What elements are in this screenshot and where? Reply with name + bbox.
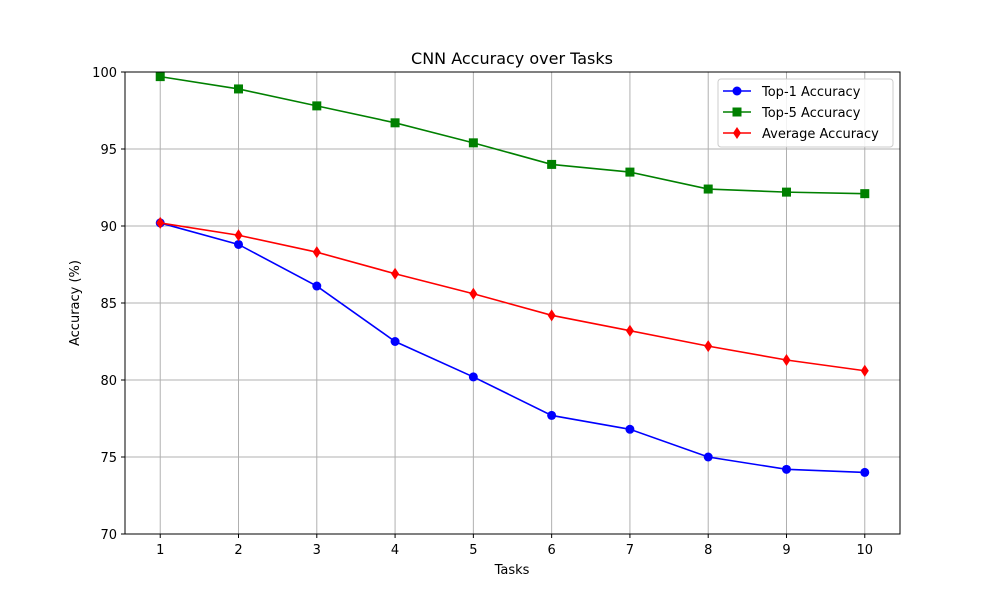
series-layer <box>155 72 870 477</box>
legend-entry: Average Accuracy <box>723 127 879 142</box>
x-tick-label: 10 <box>856 543 873 558</box>
data-point <box>468 372 478 382</box>
data-point <box>860 467 870 477</box>
legend-box <box>717 78 894 148</box>
data-point <box>625 424 635 434</box>
data-point <box>703 184 713 194</box>
x-tick-label: 1 <box>156 543 164 558</box>
data-point <box>860 189 870 199</box>
y-tick-label: 95 <box>100 143 117 158</box>
data-point <box>704 340 713 353</box>
y-tick-label: 75 <box>100 451 117 466</box>
data-point <box>468 138 478 148</box>
y-tick-label: 80 <box>100 374 117 389</box>
legend-swatch-marker <box>733 127 741 139</box>
data-point <box>469 287 478 300</box>
y-tick-label: 70 <box>100 528 117 543</box>
data-point <box>781 187 791 197</box>
legend-entry: Top-5 Accuracy <box>723 106 861 121</box>
legend-label: Top-1 Accuracy <box>761 85 861 100</box>
data-point <box>782 353 791 366</box>
legend-entry: Top-1 Accuracy <box>723 85 861 100</box>
data-point <box>703 452 713 462</box>
data-point <box>155 72 165 82</box>
data-point <box>156 216 165 229</box>
legend-label: Average Accuracy <box>762 127 879 142</box>
legend-label: Top-5 Accuracy <box>761 106 861 121</box>
data-point <box>390 118 400 128</box>
y-tick-label: 90 <box>100 220 117 235</box>
data-point <box>312 246 321 259</box>
series-line <box>160 75 865 195</box>
data-point <box>312 281 322 291</box>
x-tick-label: 4 <box>391 543 399 558</box>
y-tick-label: 85 <box>100 297 117 312</box>
data-point <box>625 167 635 177</box>
x-tick-label: 6 <box>548 543 556 558</box>
data-point <box>391 267 400 280</box>
data-point <box>625 324 634 337</box>
legend: Top-1 Accuracy Top-5 Accuracy Average Accu… <box>717 78 894 148</box>
series-average-accuracy <box>156 216 869 377</box>
series-line <box>160 222 865 372</box>
series-top-5-accuracy <box>155 72 870 199</box>
legend-swatch-marker <box>732 86 742 96</box>
chart-title: CNN Accuracy over Tasks <box>411 49 613 68</box>
data-point <box>781 464 791 474</box>
data-point <box>234 229 243 242</box>
data-point <box>234 239 244 249</box>
y-tick-label: 100 <box>92 66 117 81</box>
data-point <box>390 337 400 346</box>
series-line <box>160 222 865 474</box>
x-tick-label: 3 <box>313 543 321 558</box>
x-tick-label: 8 <box>704 543 712 558</box>
x-tick-label: 7 <box>626 543 634 558</box>
data-point <box>312 101 322 111</box>
y-axis-label: Accuracy (%) <box>68 260 83 346</box>
x-tick-label: 2 <box>234 543 242 558</box>
ticks-layer: 1 2 3 4 5 6 7 8 9 10 70 75 80 85 90 95 100 <box>92 66 873 558</box>
data-point <box>547 309 556 322</box>
x-tick-label: 9 <box>782 543 790 558</box>
data-point <box>860 364 869 377</box>
x-tick-label: 5 <box>469 543 477 558</box>
data-point <box>547 410 557 420</box>
x-axis-label: Tasks <box>494 563 530 578</box>
data-point <box>547 159 557 169</box>
data-point <box>234 84 244 94</box>
legend-swatch-marker <box>732 107 742 117</box>
